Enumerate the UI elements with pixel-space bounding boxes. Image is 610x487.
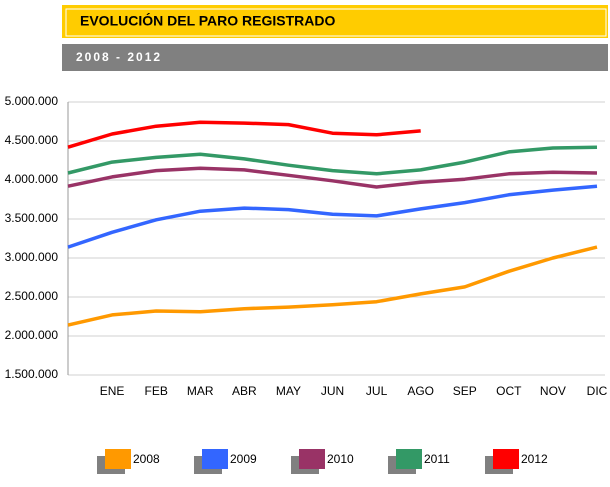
x-tick-label: SEP — [453, 384, 477, 398]
legend-swatch — [299, 449, 325, 469]
legend-label: 2008 — [133, 452, 160, 466]
chart-subtitle: 2008 - 2012 — [76, 50, 162, 64]
x-tick-label: JUL — [366, 384, 388, 398]
x-tick-label: FEB — [144, 384, 167, 398]
x-tick-label: MAY — [276, 384, 301, 398]
y-tick-label: 2.000.000 — [5, 328, 59, 342]
title-bar-border — [65, 8, 607, 37]
y-tick-label: 5.000.000 — [5, 94, 59, 108]
series-line — [67, 145, 598, 176]
y-tick-label: 4.000.000 — [5, 172, 59, 186]
legend-label: 2012 — [521, 452, 548, 466]
y-tick-label: 3.500.000 — [5, 211, 59, 225]
x-tick-label: MAR — [187, 384, 214, 398]
x-tick-label: JUN — [321, 384, 344, 398]
legend-swatch — [396, 449, 422, 469]
legend-swatch — [105, 449, 131, 469]
x-tick-label: ENE — [100, 384, 125, 398]
legend-swatch — [202, 449, 228, 469]
chart-title: EVOLUCIÓN DEL PARO REGISTRADO — [80, 12, 336, 29]
legend-label: 2009 — [230, 452, 257, 466]
title-bar — [62, 5, 608, 38]
legend-label: 2010 — [327, 452, 354, 466]
y-tick-label: 4.500.000 — [5, 133, 59, 147]
legend-swatch — [493, 449, 519, 469]
x-tick-label: ABR — [232, 384, 257, 398]
y-tick-label: 2.500.000 — [5, 289, 59, 303]
series-line — [67, 120, 421, 149]
x-tick-label: NOV — [540, 384, 566, 398]
x-tick-label: AGO — [407, 384, 434, 398]
x-tick-label: OCT — [496, 384, 522, 398]
x-tick-label: DIC — [587, 384, 608, 398]
series-line — [67, 166, 598, 189]
y-tick-label: 1.500.000 — [5, 367, 59, 381]
series-line — [67, 184, 598, 249]
series-line — [67, 245, 598, 327]
subtitle-bar — [62, 44, 608, 71]
legend-label: 2011 — [424, 452, 450, 466]
y-tick-label: 3.000.000 — [5, 250, 59, 264]
